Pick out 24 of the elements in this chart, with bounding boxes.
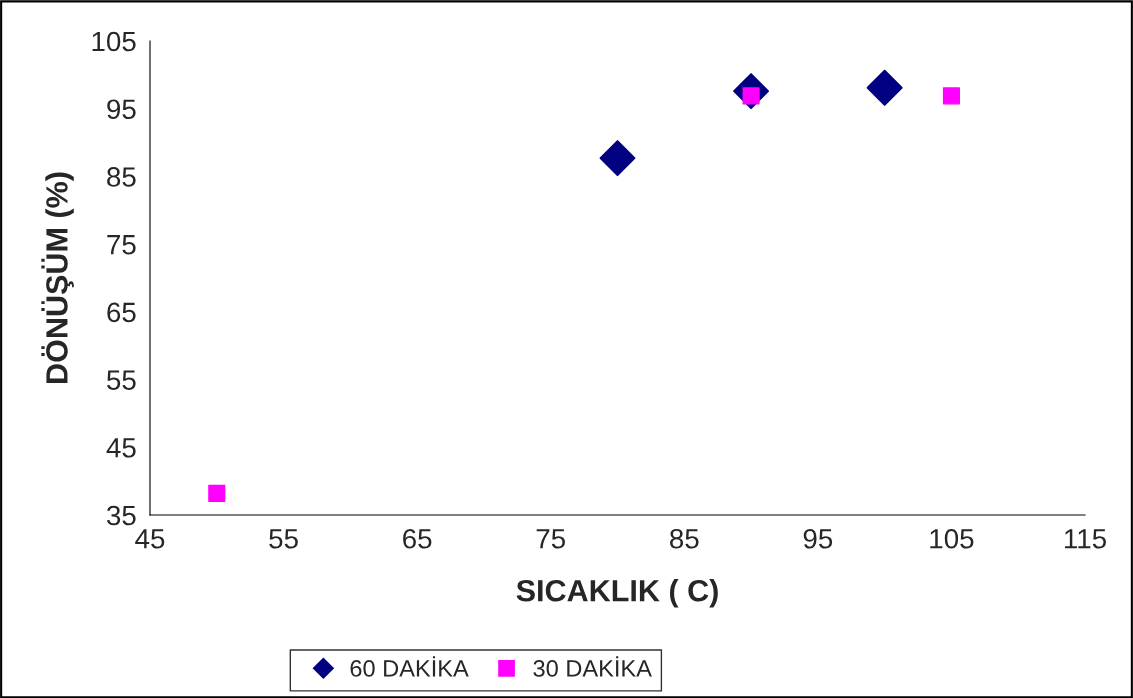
y-tick-label: 85 — [107, 167, 136, 187]
y-tick-label: 45 — [106, 438, 136, 458]
x-tick-label: 55 — [269, 529, 298, 549]
x-tick-label: 45 — [135, 529, 165, 549]
x-tick-label: 95 — [803, 528, 833, 549]
y-tick-label: 65 — [107, 302, 136, 323]
y-tick-label: 75 — [107, 235, 136, 255]
y-tick-label: 105 — [92, 31, 136, 52]
x-tick-label: 75 — [536, 529, 565, 549]
point — [942, 87, 960, 105]
point — [599, 140, 636, 177]
y-tick-label: 95 — [107, 99, 136, 120]
y-tick-label: 35 — [106, 505, 136, 526]
x-axis-title: SICAKLIK ( C) — [516, 579, 718, 608]
legend-label: 30 DAKİKA — [533, 656, 652, 677]
x-tick-label: 85 — [670, 528, 699, 549]
x-tick-label: 65 — [403, 528, 432, 549]
y-axis-title: DÖNÜŞÜM (%) — [41, 172, 74, 383]
x-tick-label: 115 — [1064, 529, 1106, 549]
point — [208, 484, 226, 502]
point — [866, 69, 903, 106]
y-tick-label: 55 — [107, 370, 136, 390]
x-tick-label: 105 — [930, 528, 974, 549]
legend-label: 60 DAKİKA — [350, 656, 469, 677]
